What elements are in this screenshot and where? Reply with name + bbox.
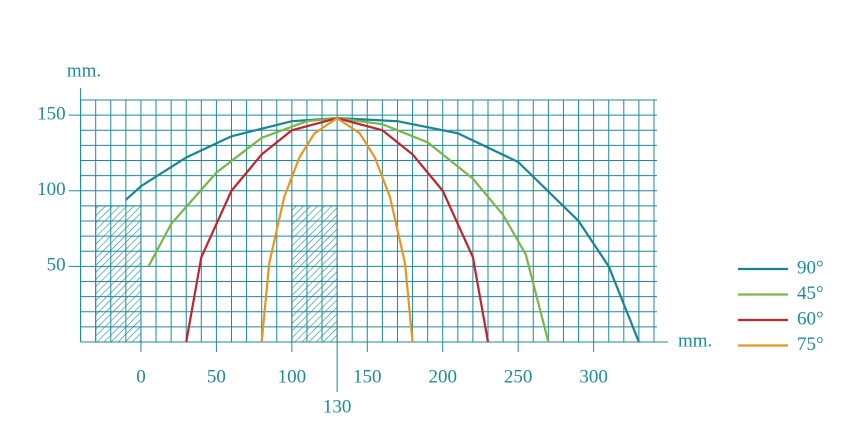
x-tick-label: 50 bbox=[207, 366, 226, 387]
x-tick-label: 300 bbox=[579, 366, 608, 387]
obstacle bbox=[291, 205, 338, 343]
y-tick-label: 150 bbox=[37, 103, 66, 124]
x-tick-label: 0 bbox=[136, 366, 146, 387]
series-line bbox=[147, 117, 550, 343]
x-axis-label: mm. bbox=[678, 330, 712, 351]
legend-label: 75° bbox=[797, 334, 824, 355]
y-axis-label: mm. bbox=[67, 60, 101, 81]
legend-label: 60° bbox=[797, 308, 824, 329]
y-tick-label: 100 bbox=[37, 179, 66, 200]
series-line bbox=[125, 117, 640, 343]
x-tick-label: 200 bbox=[428, 366, 457, 387]
x-tick-label: 150 bbox=[353, 366, 382, 387]
obstacle bbox=[95, 205, 142, 343]
x-tick-label: 250 bbox=[504, 366, 533, 387]
legend-label: 90° bbox=[797, 257, 824, 278]
y-tick-label: 50 bbox=[47, 255, 66, 276]
series-line bbox=[260, 116, 414, 343]
x-marker-label: 130 bbox=[323, 396, 352, 417]
x-tick-label: 100 bbox=[278, 366, 307, 387]
legend-label: 45° bbox=[797, 283, 824, 304]
